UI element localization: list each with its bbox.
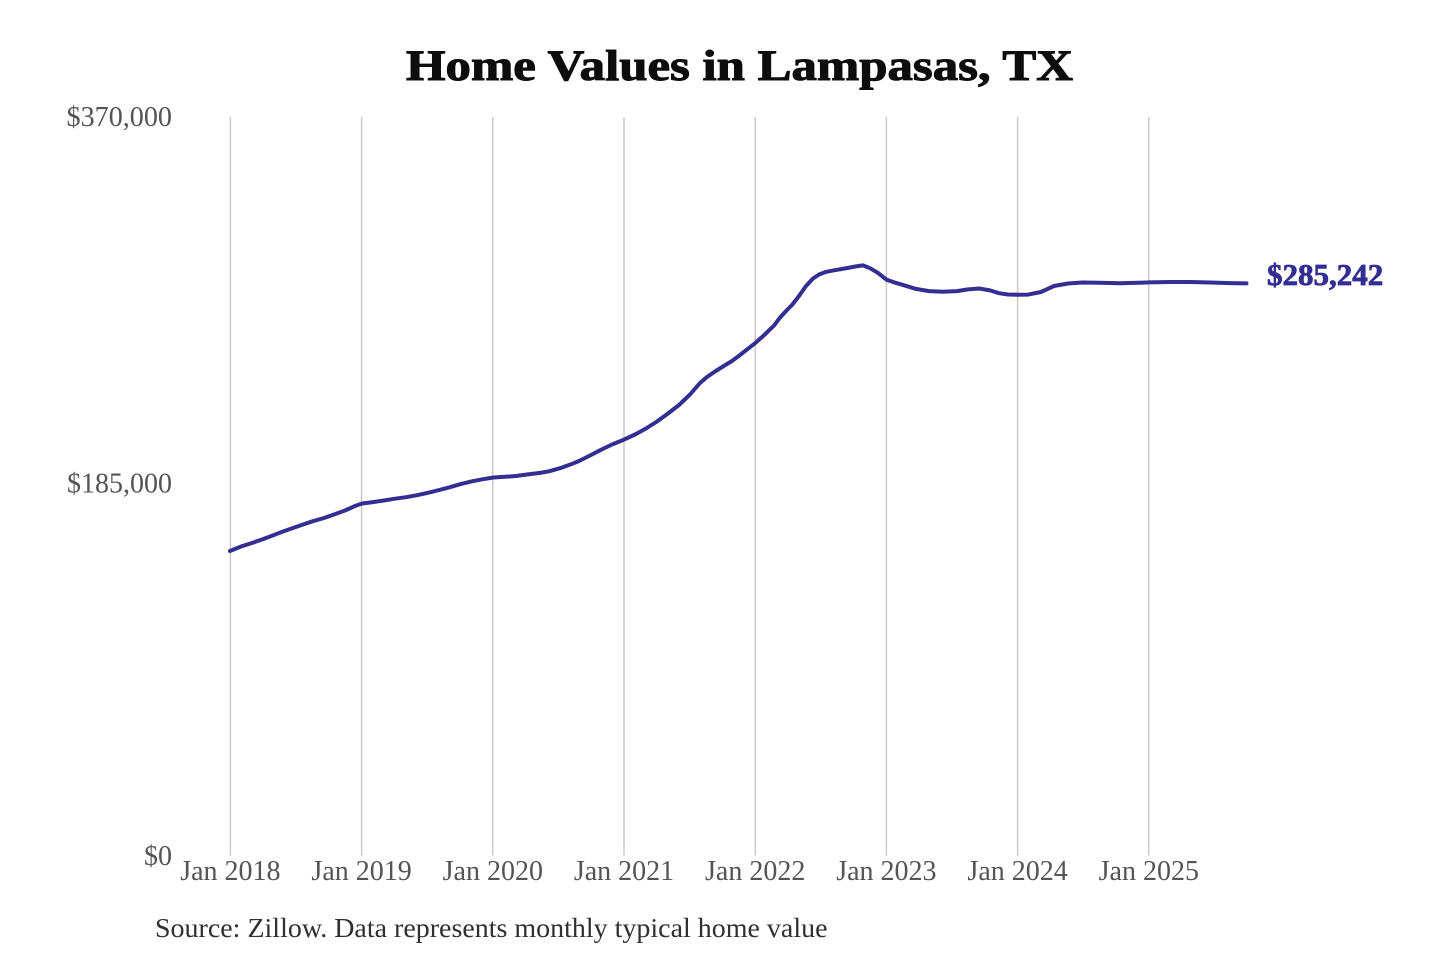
svg-text:Source: Zillow. Data represent: Source: Zillow. Data represents monthly … [155,913,828,943]
svg-text:$0: $0 [144,841,172,872]
svg-text:$285,242: $285,242 [1267,257,1383,292]
svg-text:$185,000: $185,000 [67,469,172,500]
svg-text:Jan 2022: Jan 2022 [705,856,805,887]
svg-text:Jan 2023: Jan 2023 [836,856,936,887]
svg-text:Jan 2018: Jan 2018 [180,856,280,887]
svg-text:Jan 2020: Jan 2020 [443,856,543,887]
svg-text:Jan 2021: Jan 2021 [574,856,674,887]
svg-text:$370,000: $370,000 [67,102,173,133]
svg-text:Jan 2024: Jan 2024 [967,856,1067,887]
svg-text:Jan 2025: Jan 2025 [1099,856,1199,887]
svg-text:Home Values in Lampasas, TX: Home Values in Lampasas, TX [406,43,1073,90]
svg-text:Jan 2019: Jan 2019 [311,856,411,887]
